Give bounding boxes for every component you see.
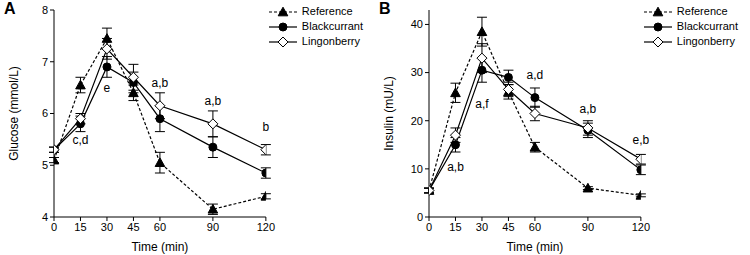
svg-text:30: 30 [411,66,423,78]
html-text:Lingonberry: Lingonberry [301,35,360,47]
svg-text:a,b: a,b [152,76,169,90]
html-text:Blackcurrant: Blackcurrant [676,20,738,32]
svg-text:40: 40 [411,18,423,30]
svg-text:5: 5 [42,159,48,171]
svg-text:45: 45 [502,221,514,233]
html-text:Reference: Reference [301,5,353,17]
svg-text:60: 60 [154,221,166,233]
svg-text:6: 6 [42,107,48,119]
svg-text:0: 0 [417,211,423,223]
svg-text:Time (min): Time (min) [506,240,563,254]
svg-text:4: 4 [42,211,48,223]
html-text:Reference: Reference [676,5,728,17]
svg-text:e,b: e,b [633,133,650,147]
svg-text:c,d: c,d [72,133,88,147]
svg-text:a,b: a,b [205,94,222,108]
svg-text:20: 20 [411,115,423,127]
svg-text:a,d: a,d [527,68,544,82]
svg-text:30: 30 [476,221,488,233]
svg-text:15: 15 [449,221,461,233]
svg-text:90: 90 [207,221,219,233]
svg-text:7: 7 [42,56,48,68]
svg-text:Glucose (mmol/L): Glucose (mmol/L) [7,66,21,161]
svg-text:e: e [104,81,111,95]
svg-text:b: b [263,120,270,134]
svg-text:15: 15 [74,221,86,233]
svg-text:45: 45 [127,221,139,233]
svg-text:60: 60 [529,221,541,233]
svg-text:120: 120 [257,221,275,233]
svg-text:a,b: a,b [580,102,597,116]
svg-text:90: 90 [582,221,594,233]
html-text:A: A [4,0,16,17]
svg-text:10: 10 [411,163,423,175]
svg-text:8: 8 [42,4,48,16]
svg-text:a,b: a,b [447,160,464,174]
svg-text:a,f: a,f [475,97,489,111]
html-text:B: B [379,0,391,17]
svg-text:0: 0 [51,221,57,233]
html-text:Lingonberry: Lingonberry [676,35,735,47]
html-text:Blackcurrant: Blackcurrant [301,20,363,32]
svg-text:Time (min): Time (min) [131,240,188,254]
svg-text:30: 30 [101,221,113,233]
svg-text:0: 0 [426,221,432,233]
svg-text:120: 120 [632,221,650,233]
svg-text:Insulin (mU/L): Insulin (mU/L) [382,76,396,151]
